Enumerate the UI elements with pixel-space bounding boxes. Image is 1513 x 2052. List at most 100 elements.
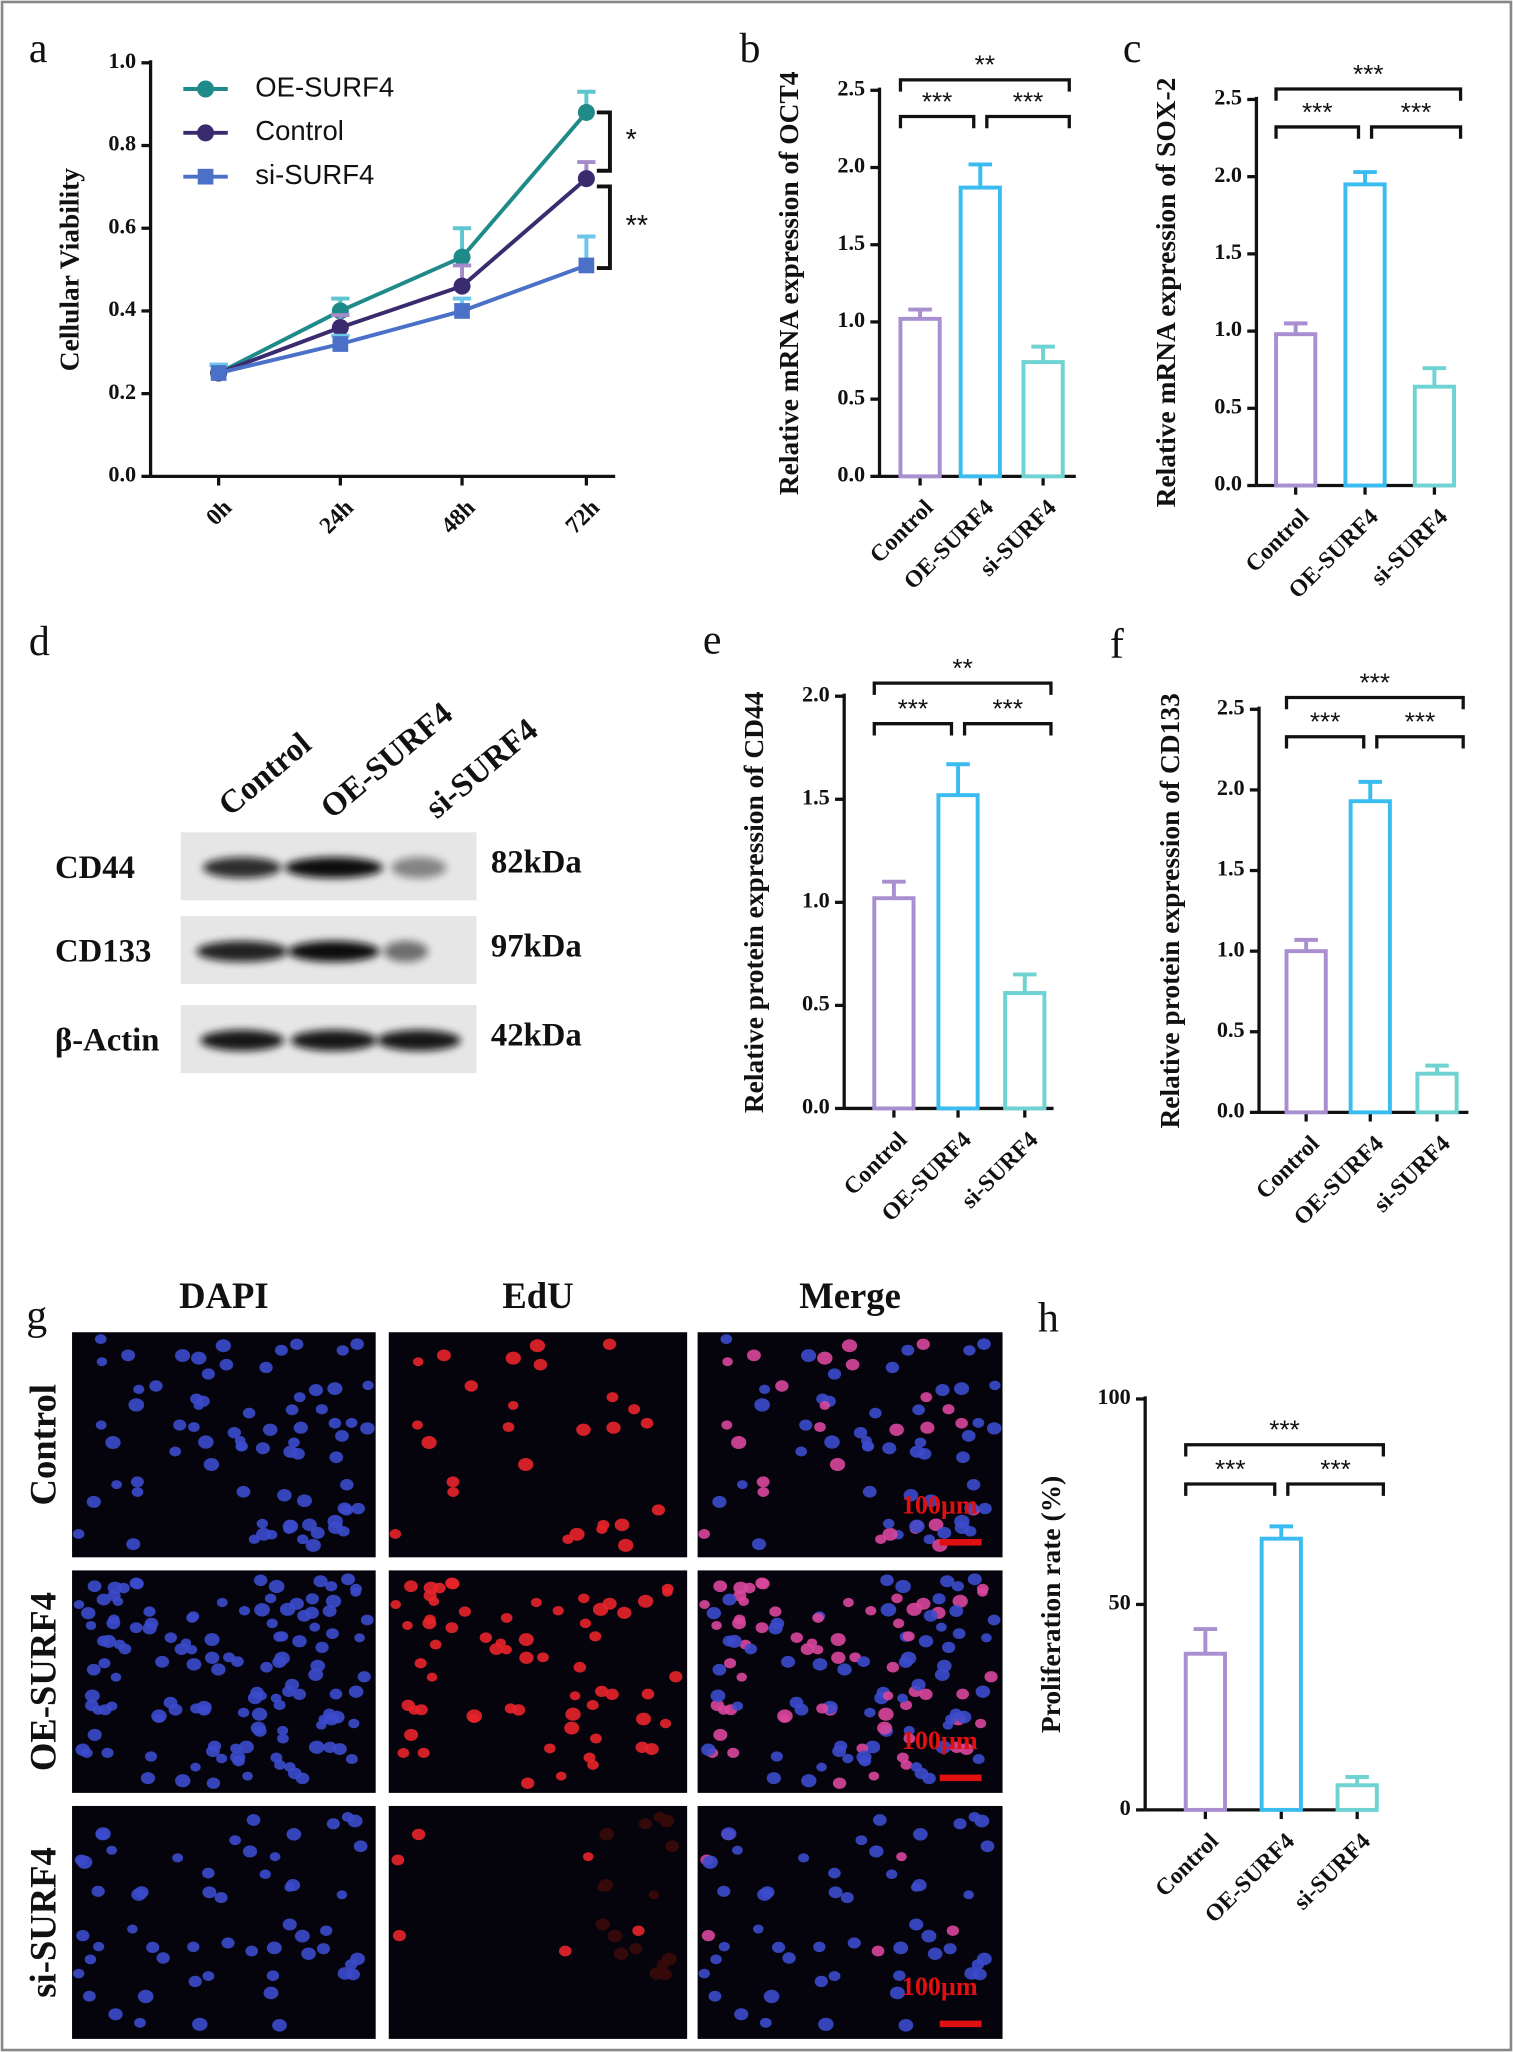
- cell: [323, 1741, 337, 1753]
- significance-label: ***: [992, 694, 1023, 724]
- bar: [872, 896, 916, 1111]
- cell: [724, 1658, 737, 1669]
- y-axis-label: Proliferation rate (%): [1036, 1476, 1066, 1733]
- cell: [827, 1368, 842, 1380]
- cell: [144, 1751, 158, 1762]
- size-label: 97kDa: [491, 928, 582, 964]
- cell: [286, 1828, 302, 1841]
- cell: [219, 1358, 234, 1371]
- cell: [628, 1404, 641, 1415]
- cell: [777, 1709, 793, 1723]
- cell: [227, 1426, 242, 1439]
- error-bar: [1353, 170, 1377, 185]
- cell: [544, 1743, 556, 1754]
- cell: [606, 1421, 621, 1434]
- scale-bar: [939, 1539, 982, 1546]
- y-tick-label: 0.2: [108, 379, 136, 404]
- cell: [92, 1705, 104, 1715]
- cell: [202, 1886, 217, 1899]
- protein-label: CD133: [55, 934, 151, 970]
- cell: [721, 1827, 737, 1841]
- cell: [830, 1633, 846, 1646]
- cell: [146, 1941, 160, 1953]
- cell: [669, 1671, 683, 1683]
- cell: [173, 1419, 187, 1431]
- cell: [266, 1618, 278, 1629]
- significance-label: ***: [1405, 707, 1436, 737]
- cell: [95, 1827, 111, 1841]
- panel-label: e: [703, 617, 722, 663]
- cell: [920, 1392, 933, 1403]
- cell: [216, 1753, 228, 1764]
- blot-band: [376, 1029, 461, 1051]
- cell: [75, 1743, 91, 1756]
- cell: [93, 1941, 105, 1952]
- panel-label: f: [1110, 621, 1124, 667]
- cell: [632, 1925, 645, 1936]
- cell: [326, 1818, 340, 1830]
- cell: [769, 1606, 782, 1617]
- cell: [935, 1740, 952, 1754]
- cell: [903, 1489, 919, 1502]
- cell: [702, 1855, 718, 1869]
- cell: [251, 1707, 268, 1721]
- cell: [977, 1587, 988, 1597]
- cell: [813, 1941, 826, 1953]
- cell: [857, 1656, 871, 1667]
- cell: [429, 1639, 442, 1650]
- cell: [869, 1407, 882, 1419]
- cell: [819, 1400, 831, 1410]
- cell: [861, 1436, 872, 1446]
- cell: [814, 1975, 828, 1988]
- cell: [130, 1476, 144, 1488]
- cell: [389, 1529, 402, 1539]
- cell: [76, 1930, 90, 1942]
- cell: [698, 1529, 710, 1539]
- cell: [909, 1918, 924, 1931]
- cell: [555, 1771, 567, 1781]
- cell: [282, 1918, 297, 1931]
- scale-bar: [939, 2020, 982, 2028]
- cell: [172, 1853, 184, 1863]
- cell: [260, 1661, 273, 1673]
- marker: [454, 303, 470, 319]
- cell: [847, 1937, 861, 1949]
- cell: [595, 1918, 610, 1931]
- cell: [87, 1580, 102, 1593]
- cell: [106, 1701, 118, 1711]
- cell: [242, 1407, 256, 1419]
- cell: [98, 1658, 111, 1669]
- cell: [795, 1446, 808, 1457]
- significance-bracket: [898, 78, 1071, 92]
- cell: [270, 1752, 283, 1763]
- significance-label: ***: [1401, 97, 1432, 127]
- y-tick-label: 1.0: [837, 307, 865, 332]
- cell: [186, 1612, 198, 1623]
- cell: [935, 1622, 947, 1632]
- cell: [706, 1606, 722, 1620]
- cell: [736, 1480, 748, 1490]
- y-tick-label: 1.0: [1214, 316, 1242, 341]
- cell: [73, 1600, 85, 1610]
- cell: [718, 1941, 730, 1952]
- cell: [583, 1752, 596, 1763]
- cell: [417, 1747, 430, 1759]
- cell: [641, 1688, 655, 1700]
- cell: [248, 1534, 260, 1545]
- cell: [732, 1617, 746, 1630]
- significance-bracket: [962, 722, 1053, 736]
- cell: [72, 1529, 85, 1539]
- cell: [293, 1421, 308, 1434]
- cell: [775, 1380, 789, 1392]
- cell: [895, 1579, 911, 1594]
- cell: [169, 1446, 182, 1457]
- significance-bracket: [1284, 695, 1465, 710]
- cell: [421, 1436, 437, 1449]
- cell: [841, 1339, 858, 1353]
- bar: [1183, 1651, 1227, 1812]
- cell: [738, 1596, 750, 1607]
- cell: [618, 1538, 634, 1552]
- cell: [898, 2019, 914, 2032]
- marker: [577, 170, 595, 188]
- cell: [980, 1840, 995, 1853]
